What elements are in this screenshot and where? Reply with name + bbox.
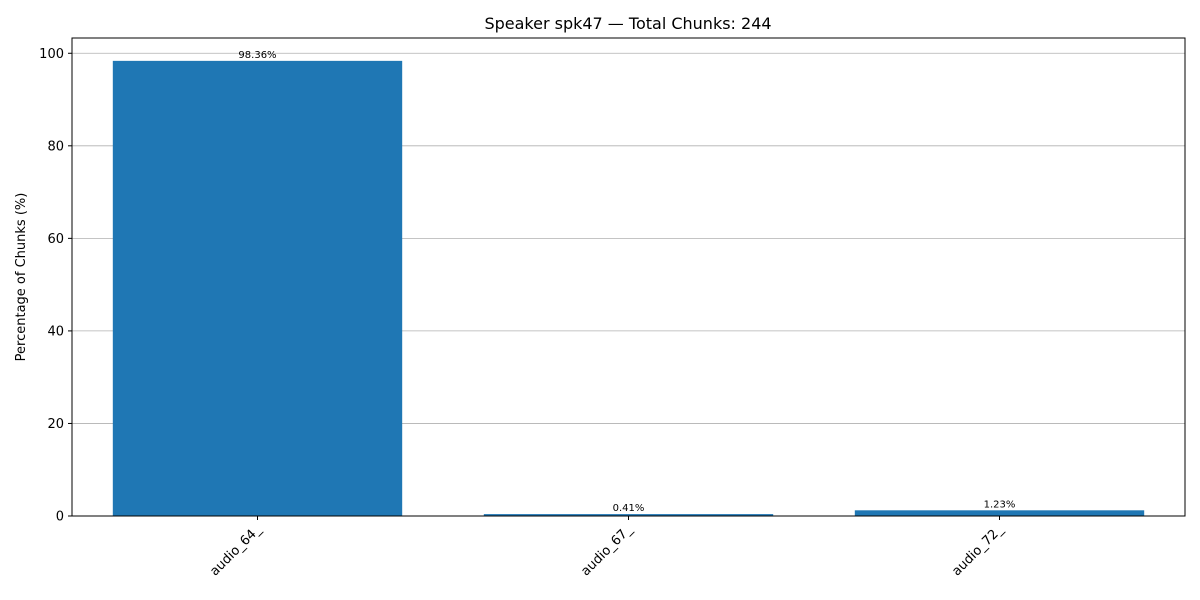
- y-tick-label: 40: [47, 324, 64, 339]
- bar-data-label: 98.36%: [238, 50, 276, 61]
- x-tick-label: audio_67_: [578, 522, 635, 579]
- y-tick-label: 0: [56, 510, 64, 525]
- chart-title: Speaker spk47 — Total Chunks: 244: [484, 14, 771, 33]
- y-tick-label: 100: [39, 47, 64, 62]
- bar-audio-67: [483, 514, 774, 516]
- plot-frame: [71, 37, 1186, 517]
- bar-audio-72: [854, 510, 1145, 516]
- y-tick-label: 80: [47, 139, 64, 154]
- y-tick-label: 20: [47, 417, 64, 432]
- y-axis-label: Percentage of Chunks (%): [14, 193, 29, 362]
- bar-layer: 98.36% 0.41% 1.23%: [112, 50, 1145, 516]
- y-tick-label: 60: [47, 232, 64, 247]
- x-tick-label: audio_72_: [949, 522, 1006, 579]
- bar-audio-64: [112, 60, 403, 516]
- x-tick-label: audio_64_: [207, 522, 264, 579]
- bar-data-label: 0.41%: [613, 503, 645, 514]
- bar-data-label: 1.23%: [984, 499, 1016, 510]
